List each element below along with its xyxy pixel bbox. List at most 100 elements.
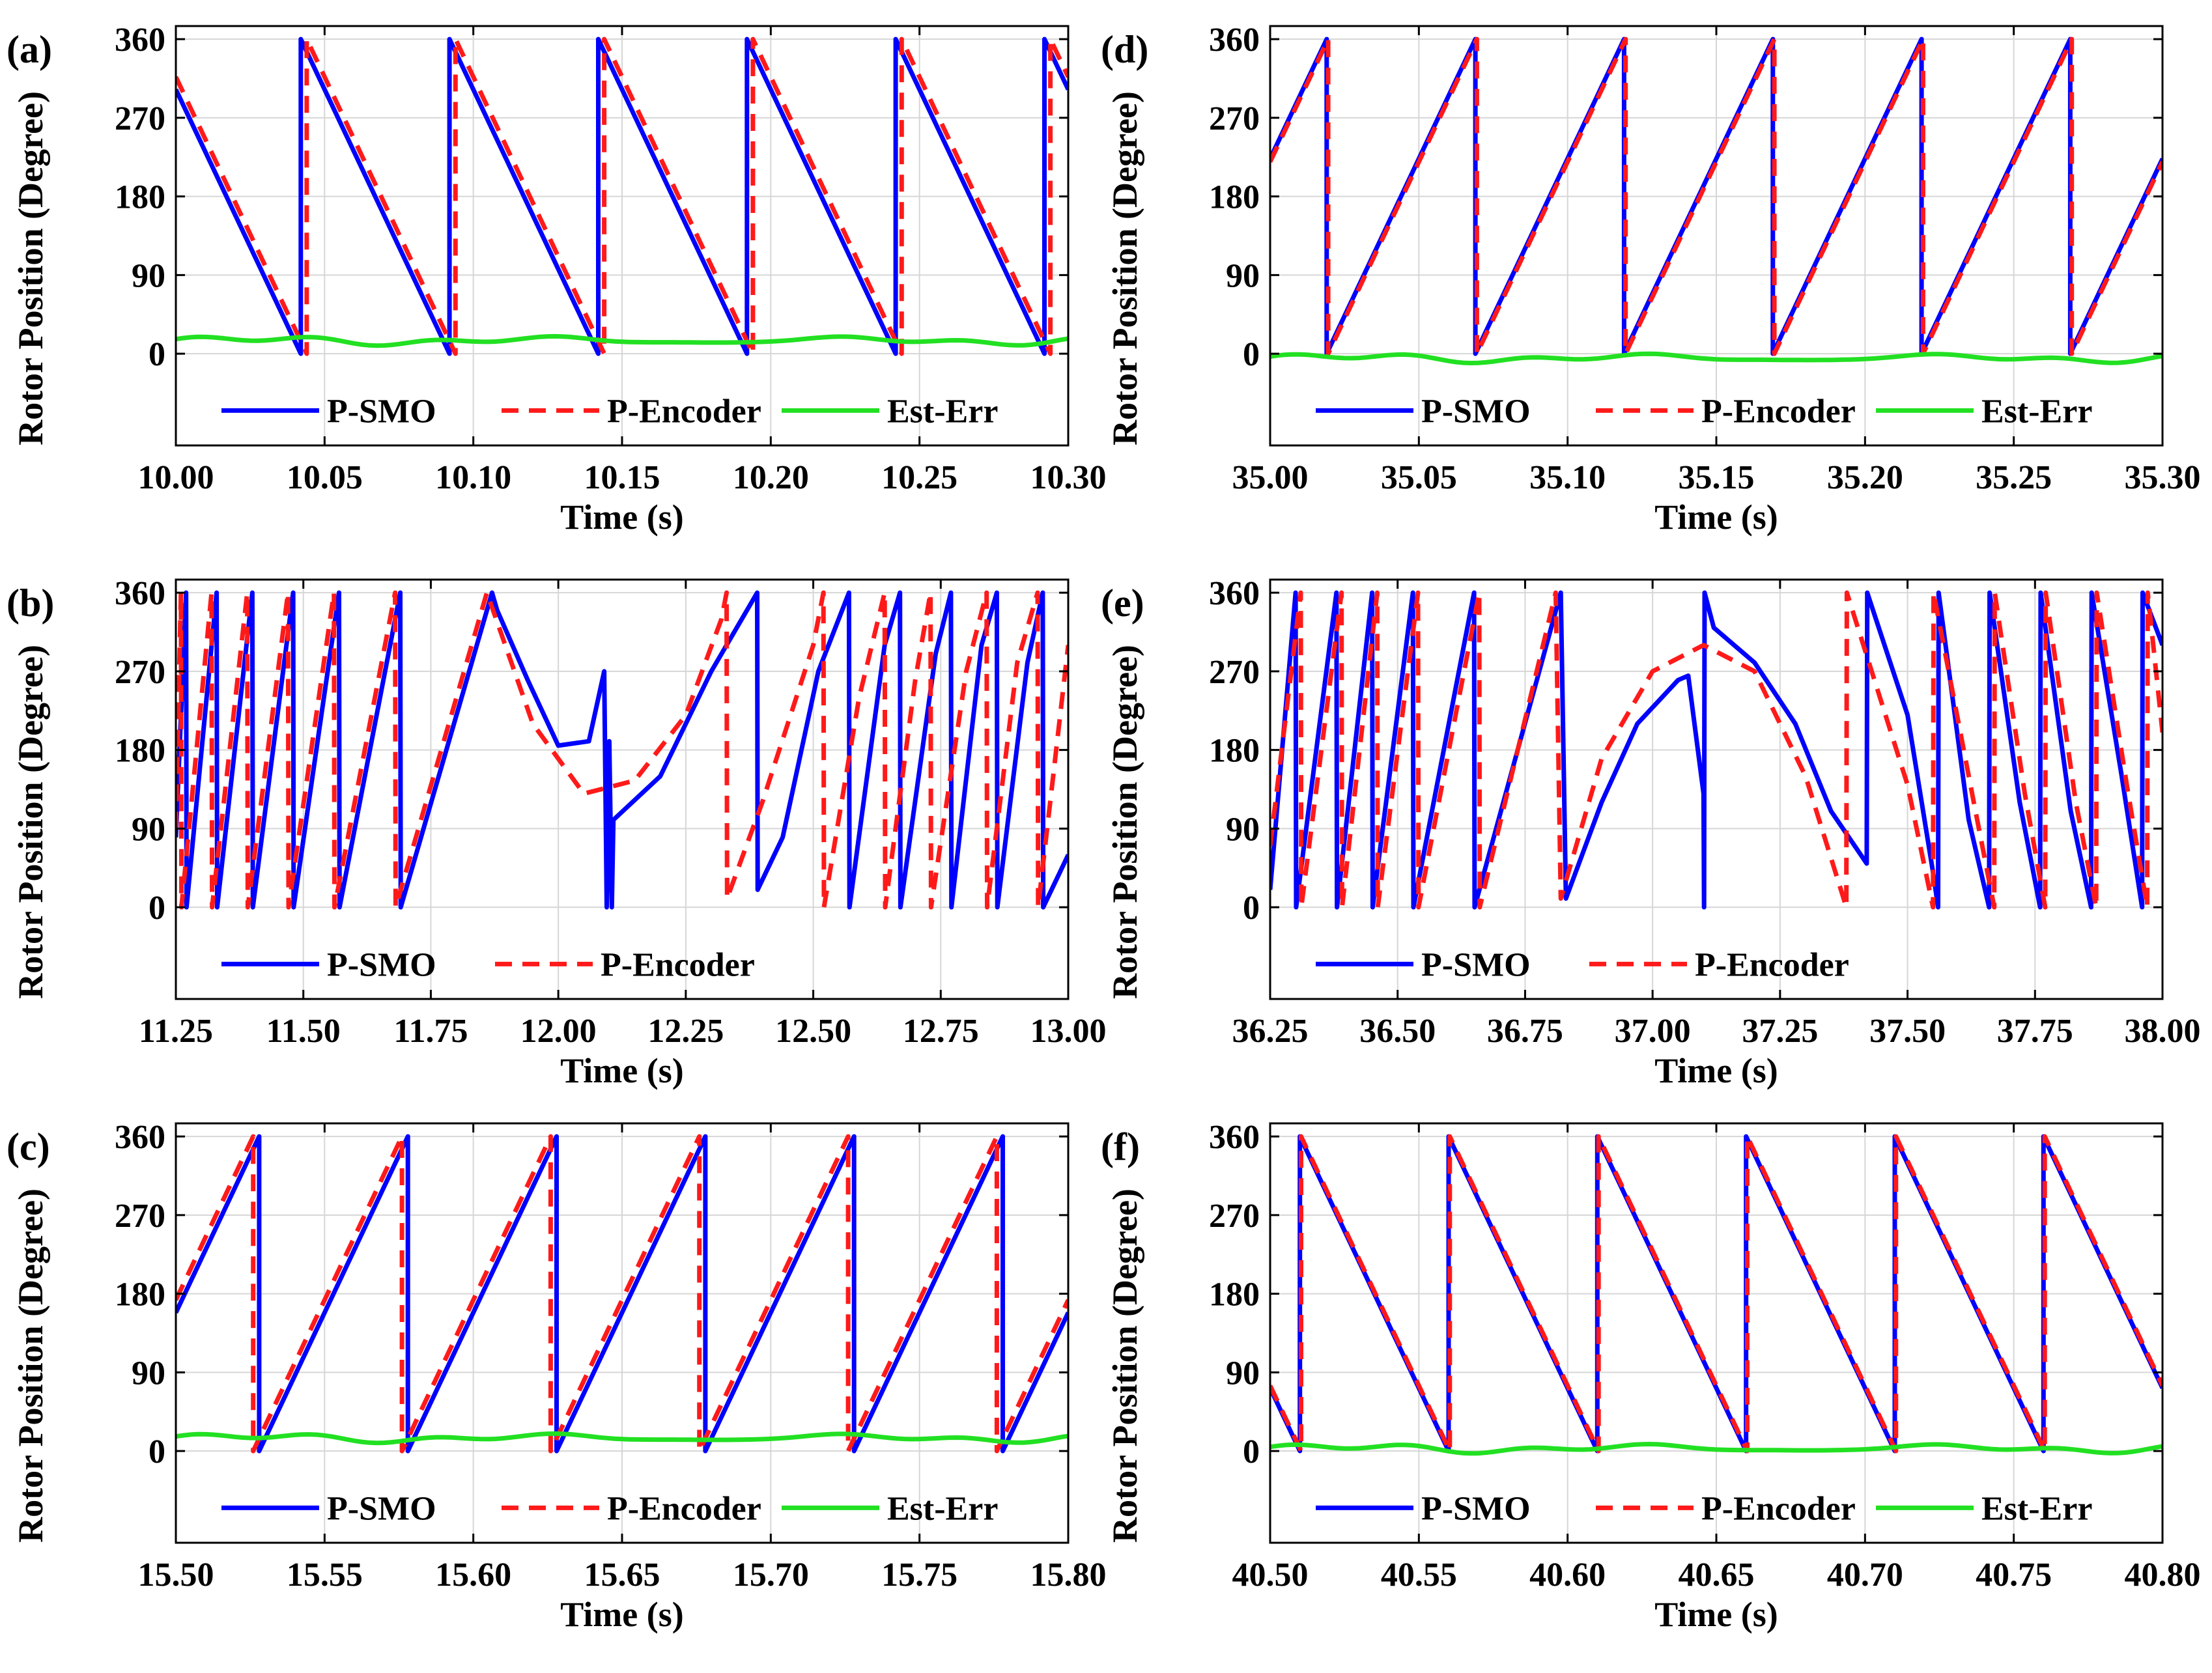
x-axis-label: Time (s) <box>560 498 683 537</box>
x-tick-label: 40.75 <box>1976 1556 2052 1594</box>
y-axis-label: Rotor Position (Degree) <box>1105 645 1144 999</box>
axes-frame <box>175 578 1070 1000</box>
legend-label-p-encoder: P-Encoder <box>1701 393 1856 430</box>
legend-label-est-err: Est-Err <box>887 393 998 430</box>
y-tick-label: 90 <box>132 1355 165 1392</box>
y-tick-label: 180 <box>115 179 165 216</box>
legend-label-p-smo: P-SMO <box>327 1490 436 1527</box>
x-tick-label: 11.50 <box>266 1013 341 1050</box>
x-tick-label: 40.70 <box>1827 1556 1903 1594</box>
plot-area <box>1270 590 2162 910</box>
x-tick-label: 37.25 <box>1742 1013 1818 1050</box>
y-tick-label: 270 <box>1209 1198 1260 1235</box>
series-p-encoder <box>176 36 1068 356</box>
y-tick-label: 0 <box>1243 1433 1260 1470</box>
plot-area <box>176 1134 1068 1454</box>
x-tick-label: 10.00 <box>138 459 214 496</box>
x-tick-label: 15.50 <box>138 1556 214 1594</box>
y-tick-label: 180 <box>1209 733 1260 770</box>
legend-label-p-encoder: P-Encoder <box>1695 946 1849 983</box>
y-tick-label: 270 <box>1209 100 1260 137</box>
x-tick-label: 10.20 <box>733 459 809 496</box>
y-tick-label: 360 <box>115 21 165 59</box>
series-est-err <box>1270 351 2162 366</box>
panel-c: 15.50 15.55 15.60 15.65 15.70 15.75 15.80 0 90 18… <box>7 1119 1107 1634</box>
x-tick-label: 15.75 <box>881 1556 957 1594</box>
x-tick-label: 37.00 <box>1615 1013 1691 1050</box>
x-tick-label: 12.75 <box>903 1013 979 1050</box>
panel-f: 40.50 40.55 40.60 40.65 40.70 40.75 40.80 0 90 18… <box>1101 1119 2201 1634</box>
plot-area <box>1270 36 2162 366</box>
x-tick-label: 35.15 <box>1679 459 1755 496</box>
y-tick-label: 360 <box>1209 1119 1260 1156</box>
panel-d: 35.00 35.05 35.10 35.15 35.20 35.25 35.30 0 90 18… <box>1101 21 2201 537</box>
x-tick-label: 36.25 <box>1232 1013 1309 1050</box>
x-tick-label: 12.25 <box>647 1013 724 1050</box>
legend-label-p-smo: P-SMO <box>1421 1490 1531 1527</box>
x-tick-label: 11.75 <box>393 1013 468 1050</box>
y-tick-label: 180 <box>1209 179 1260 216</box>
y-tick-label: 270 <box>115 654 165 691</box>
x-tick-label: 35.20 <box>1827 459 1903 496</box>
series-p-smo <box>1270 590 2162 910</box>
x-tick-label: 40.80 <box>2125 1556 2201 1594</box>
x-tick-label: 37.75 <box>1997 1013 2073 1050</box>
panel-label: (a) <box>7 28 52 71</box>
y-tick-label: 0 <box>1243 890 1260 927</box>
series-p-encoder <box>176 590 1068 910</box>
x-tick-label: 35.25 <box>1976 459 2052 496</box>
y-tick-label: 90 <box>132 811 165 848</box>
panel-e: 36.25 36.50 36.75 37.00 37.25 37.50 37.75 38.00… <box>1101 575 2201 1090</box>
grid <box>175 26 1069 445</box>
legend-label-est-err: Est-Err <box>1981 1490 2092 1527</box>
y-tick-label: 270 <box>1209 654 1260 691</box>
series-p-smo <box>176 36 1068 356</box>
y-tick-label: 90 <box>1226 811 1260 848</box>
plot-area <box>176 36 1068 356</box>
x-tick-label: 12.00 <box>520 1013 597 1050</box>
legend: P-SMO P-Encoder Est-Err <box>221 393 998 430</box>
legend-label-p-encoder: P-Encoder <box>607 393 761 430</box>
panel-b: 11.25 11.50 11.75 12.00 12.25 12.50 12.75 13.00… <box>7 575 1107 1090</box>
x-tick-label: 10.30 <box>1030 459 1107 496</box>
x-tick-label: 13.00 <box>1030 1013 1107 1050</box>
plot-area <box>1270 1134 2162 1456</box>
x-tick-label: 15.80 <box>1030 1556 1107 1594</box>
legend-label-p-encoder: P-Encoder <box>1701 1490 1856 1527</box>
x-tick-label: 40.55 <box>1381 1556 1457 1594</box>
x-tick-label: 35.30 <box>2125 459 2201 496</box>
x-tick-label: 36.50 <box>1359 1013 1436 1050</box>
y-tick-label: 360 <box>115 575 165 612</box>
x-axis-label: Time (s) <box>1654 1595 1778 1634</box>
x-tick-label: 10.15 <box>584 459 660 496</box>
x-tick-label: 35.05 <box>1381 459 1457 496</box>
x-tick-label: 40.50 <box>1232 1556 1309 1594</box>
series-est-err <box>1270 1441 2162 1456</box>
y-tick-label: 90 <box>1226 257 1260 294</box>
legend-label-p-smo: P-SMO <box>327 946 436 983</box>
x-tick-label: 10.10 <box>435 459 511 496</box>
plot-area <box>176 590 1068 910</box>
series-p-smo <box>176 590 1068 910</box>
x-tick-label: 15.65 <box>584 1556 660 1594</box>
legend: P-SMO P-Encoder Est-Err <box>1316 393 2092 430</box>
x-tick-label: 10.05 <box>287 459 363 496</box>
y-tick-label: 0 <box>1243 336 1260 373</box>
panel-label: (d) <box>1101 28 1148 71</box>
series-p-encoder <box>1270 1134 2162 1454</box>
x-tick-label: 36.75 <box>1487 1013 1563 1050</box>
x-tick-label: 40.60 <box>1529 1556 1606 1594</box>
series-p-encoder <box>1270 36 2162 356</box>
y-tick-label: 180 <box>115 733 165 770</box>
legend-label-est-err: Est-Err <box>887 1490 998 1527</box>
x-tick-label: 10.25 <box>881 459 957 496</box>
y-tick-label: 270 <box>115 1198 165 1235</box>
legend-label-p-smo: P-SMO <box>327 393 436 430</box>
y-tick-label: 360 <box>1209 21 1260 59</box>
panel-label: (b) <box>7 582 54 625</box>
x-axis-label: Time (s) <box>1654 498 1778 537</box>
y-tick-label: 0 <box>149 336 165 373</box>
legend-label-est-err: Est-Err <box>1981 393 2092 430</box>
x-tick-label: 15.60 <box>435 1556 511 1594</box>
